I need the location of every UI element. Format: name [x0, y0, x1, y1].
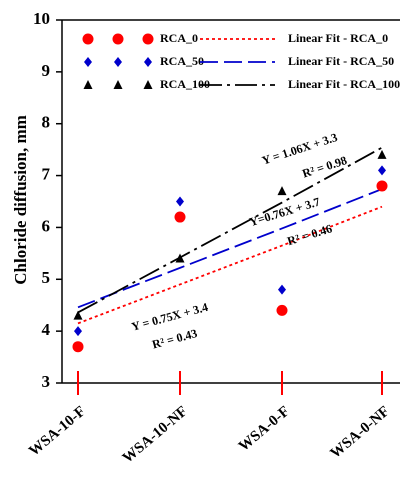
- point: [84, 57, 92, 67]
- y-tick-label: 7: [42, 164, 51, 183]
- point: [83, 80, 93, 89]
- fit-r2: R² = 0.43: [151, 326, 199, 351]
- y-tick-label: 5: [42, 268, 51, 287]
- point: [176, 196, 184, 207]
- legend-label: Linear Fit - RCA_50: [288, 54, 394, 68]
- legend-label: Linear Fit - RCA_100: [288, 77, 400, 91]
- fit-line: [77, 205, 383, 325]
- point: [113, 80, 123, 89]
- point: [175, 253, 185, 263]
- point: [114, 57, 122, 67]
- fit-r2: R² = 0.46: [286, 221, 334, 248]
- legend-label: RCA_50: [160, 54, 204, 68]
- legend-label: RCA_0: [160, 31, 198, 45]
- point: [144, 57, 152, 67]
- y-tick-label: 6: [42, 216, 51, 235]
- legend-label: RCA_100: [160, 77, 210, 91]
- point: [143, 80, 153, 89]
- x-tick-label: WSA-0-NF: [328, 403, 393, 461]
- x-tick-label: WSA-10-F: [26, 403, 89, 459]
- point: [72, 341, 84, 353]
- fit-r2: R² = 0.98: [301, 153, 349, 181]
- fit-line: [77, 188, 383, 309]
- point: [277, 186, 287, 196]
- fit-equation: Y = 0.75X + 3.4: [130, 300, 210, 334]
- point: [276, 304, 288, 316]
- point: [376, 180, 388, 192]
- y-tick-label: 3: [42, 372, 51, 391]
- y-tick-label: 8: [42, 113, 51, 132]
- y-axis-title: Chloride diffusion, mm: [11, 115, 30, 285]
- x-tick-label: WSA-10-NF: [120, 403, 191, 466]
- point: [377, 149, 387, 159]
- legend-label: Linear Fit - RCA_0: [288, 31, 388, 45]
- point: [378, 165, 386, 176]
- x-tick-label: WSA-0-F: [236, 403, 293, 454]
- point: [73, 310, 83, 320]
- point: [112, 33, 124, 45]
- point: [278, 284, 286, 295]
- y-tick-label: 10: [33, 9, 50, 28]
- point: [74, 326, 82, 337]
- point: [142, 33, 154, 45]
- fit-line: [77, 146, 383, 314]
- point: [82, 33, 94, 45]
- fit-equation: Y=0.76X + 3.7: [248, 194, 322, 229]
- point: [174, 211, 186, 223]
- y-tick-label: 4: [42, 320, 51, 339]
- y-tick-label: 9: [42, 61, 51, 80]
